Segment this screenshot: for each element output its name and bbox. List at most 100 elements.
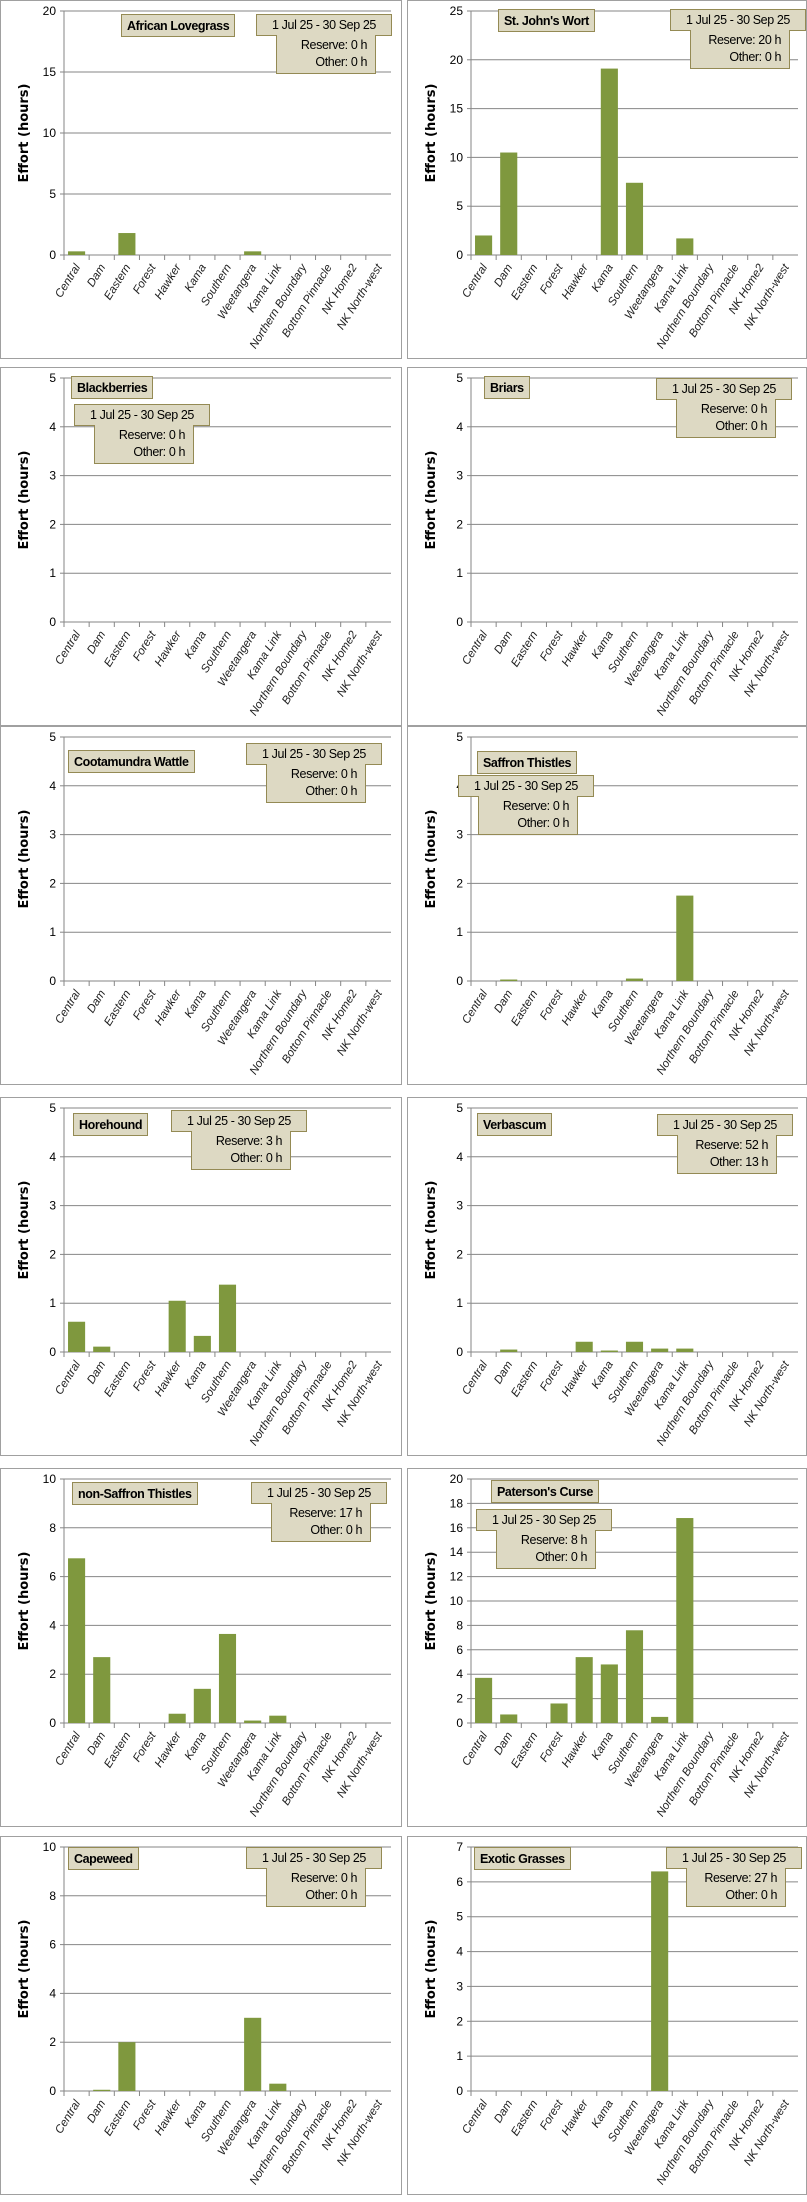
x-tick-label: Central <box>53 1730 83 1768</box>
effort-totals: Reserve: 0 h Other: 0 h <box>478 796 578 835</box>
effort-totals: Reserve: 0 h Other: 0 h <box>676 399 776 438</box>
date-range: 1 Jul 25 - 30 Sep 25 <box>171 1110 307 1132</box>
y-tick-label: 1 <box>49 566 56 580</box>
bar-southern <box>625 1630 644 1723</box>
y-tick-label: 4 <box>49 1986 56 2000</box>
bar-eastern <box>118 2042 136 2091</box>
reserve-total: Reserve: 17 h <box>289 1506 362 1520</box>
y-tick-label: 5 <box>456 1101 463 1115</box>
y-axis-label: Effort (hours) <box>424 1552 439 1651</box>
x-tick-label: Kama <box>590 262 616 294</box>
y-tick-label: 4 <box>49 1150 56 1164</box>
y-axis-label: Effort (hours) <box>424 1920 439 2019</box>
y-tick-label: 4 <box>456 1945 463 1959</box>
bar-dam <box>500 1349 518 1352</box>
y-tick-label: 1 <box>456 2049 463 2063</box>
bar-hawker <box>168 1300 186 1352</box>
x-tick-label: Hawker <box>560 2097 591 2137</box>
y-axis-label: Effort (hours) <box>17 1181 32 1280</box>
other-total: Other: 0 h <box>535 1550 587 1564</box>
effort-totals: Reserve: 8 h Other: 0 h <box>496 1530 596 1569</box>
chart-title: Verbascum <box>477 1113 553 1136</box>
chart-title: Paterson's Curse <box>491 1480 599 1503</box>
x-tick-label: Hawker <box>560 628 591 668</box>
chart-title: Blackberries <box>71 376 154 399</box>
y-tick-label: 1 <box>456 566 463 580</box>
other-total: Other: 0 h <box>729 50 781 64</box>
bar-kama <box>600 1664 618 1723</box>
y-tick-label: 10 <box>43 1472 57 1486</box>
x-tick-label: Hawker <box>153 987 184 1027</box>
bar-kama <box>600 1350 618 1352</box>
y-tick-label: 0 <box>456 1716 463 1730</box>
chart-panel: 0 5 10 15 20 Central Dam Eastern Forest Hawker Kam… <box>0 0 402 359</box>
y-axis-label: Effort (hours) <box>17 1920 32 2019</box>
x-tick-label: Hawker <box>153 1729 184 1769</box>
y-tick-label: 2 <box>49 517 56 531</box>
reserve-total: Reserve: 0 h <box>300 38 367 52</box>
y-tick-label: 5 <box>456 1910 463 1924</box>
x-tick-label: Dam <box>492 629 515 656</box>
chart-title: non-Saffron Thistles <box>72 1482 198 1505</box>
x-tick-label: Dam <box>492 2098 515 2125</box>
bar-central <box>68 251 86 255</box>
x-tick-label: Hawker <box>153 628 184 668</box>
y-tick-label: 10 <box>43 126 57 140</box>
bar-kama-link <box>676 1348 694 1352</box>
x-tick-label: Hawker <box>153 261 184 301</box>
x-tick-label: Central <box>460 1730 490 1768</box>
x-tick-label: Kama <box>183 2098 209 2130</box>
y-tick-label: 2 <box>49 1247 56 1261</box>
other-total: Other: 0 h <box>230 1151 282 1165</box>
y-tick-label: 4 <box>49 420 56 434</box>
bar-chart: 012345CentralDamEasternForestHawkerKamaS… <box>424 730 798 1077</box>
x-tick-label: Dam <box>85 262 108 289</box>
x-tick-label: Dam <box>85 1730 108 1757</box>
y-tick-label: 8 <box>49 1521 56 1535</box>
chart-panel: 0 2 4 6 8 10 Central Dam Eastern Forest Hawker Kama… <box>0 1836 402 2195</box>
effort-totals: Reserve: 27 h Other: 0 h <box>686 1868 786 1907</box>
date-range: 1 Jul 25 - 30 Sep 25 <box>246 743 382 765</box>
reserve-total: Reserve: 0 h <box>290 767 357 781</box>
bar-weetangera <box>244 1720 262 1723</box>
x-tick-label: Hawker <box>560 987 591 1027</box>
y-tick-label: 20 <box>450 53 464 67</box>
other-total: Other: 0 h <box>517 816 569 830</box>
y-tick-label: 1 <box>49 1296 56 1310</box>
x-tick-label: Kama <box>183 1730 209 1762</box>
y-tick-label: 10 <box>450 150 464 164</box>
y-tick-label: 5 <box>456 371 463 385</box>
bar-weetangera <box>244 251 262 255</box>
x-tick-label: Kama <box>590 988 616 1020</box>
bar-central <box>68 1321 86 1352</box>
other-total: Other: 0 h <box>305 784 357 798</box>
chart-title: Horehound <box>73 1113 149 1136</box>
other-total: Other: 0 h <box>315 55 367 69</box>
y-tick-label: 3 <box>456 1979 463 1993</box>
y-tick-label: 6 <box>456 1643 463 1657</box>
y-tick-label: 8 <box>456 1618 463 1632</box>
y-tick-label: 4 <box>456 1150 463 1164</box>
bar-southern <box>625 182 644 255</box>
y-tick-label: 4 <box>49 1618 56 1632</box>
date-range: 1 Jul 25 - 30 Sep 25 <box>251 1482 387 1504</box>
reserve-total: Reserve: 3 h <box>215 1134 282 1148</box>
y-tick-label: 15 <box>43 65 57 79</box>
y-tick-label: 2 <box>49 1667 56 1681</box>
reserve-total: Reserve: 0 h <box>118 428 185 442</box>
chart-panel: 0 1 2 3 4 5 6 7 Central Dam Eastern Forest Hawker Kam… <box>407 1836 807 2195</box>
y-tick-label: 3 <box>456 1199 463 1213</box>
bar-dam <box>93 2089 111 2091</box>
x-tick-label: Kama <box>183 629 209 661</box>
x-tick-label: Hawker <box>153 2097 184 2137</box>
x-tick-label: Central <box>53 262 83 300</box>
bar-kama-link <box>676 238 694 255</box>
x-tick-label: Central <box>460 1359 490 1397</box>
y-tick-label: 5 <box>49 730 56 744</box>
y-tick-label: 14 <box>450 1545 464 1559</box>
